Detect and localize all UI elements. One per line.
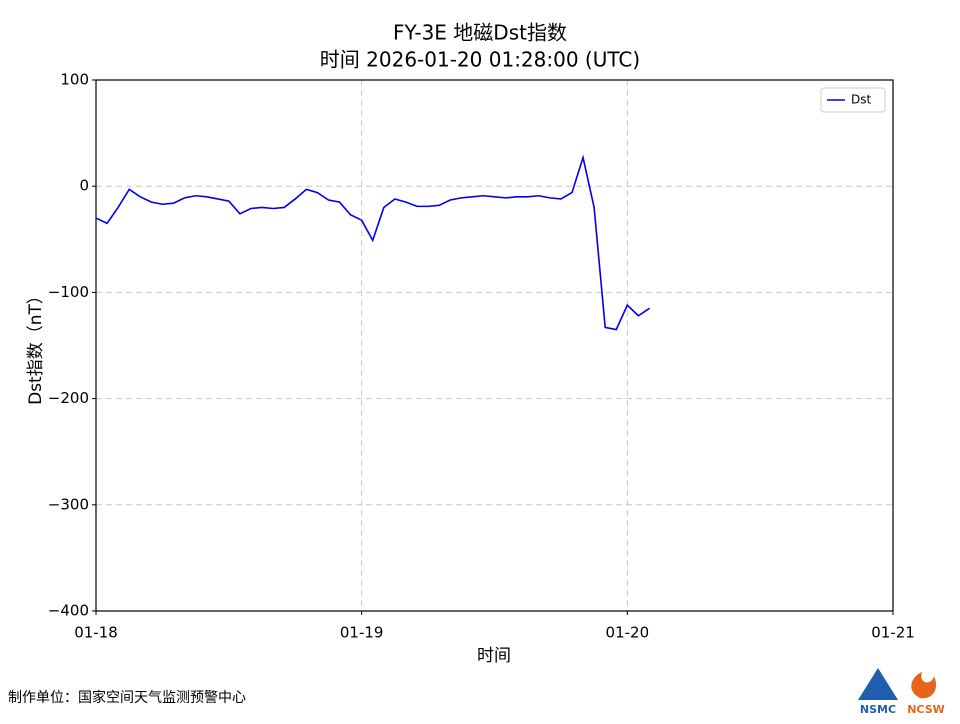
y-tick-label: −300 [48, 495, 89, 513]
footer-producer: 制作单位：国家空间天气监测预警中心 [8, 689, 246, 706]
nsmc-logo-text: NSMC [860, 703, 896, 716]
legend-box [820, 87, 886, 113]
legend-label: Dst [851, 93, 871, 107]
data-line [95, 154, 650, 331]
x-tick-label: 01-20 [606, 624, 650, 642]
chart-subtitle: 时间 2026-01-20 01:28:00 (UTC) [320, 48, 640, 72]
ncsw-logo-text: NCSW [907, 703, 945, 716]
y-tick-label: 0 [79, 177, 89, 195]
y-tick-label: 100 [60, 71, 89, 89]
nsmc-logo-icon [858, 668, 898, 700]
plot-frame [95, 79, 894, 612]
y-tick-label: −100 [48, 283, 89, 301]
x-tick-label: 01-18 [74, 624, 118, 642]
x-axis-label: 时间 [477, 646, 511, 666]
chart-title: FY-3E 地磁Dst指数 [393, 21, 567, 45]
ncsw-logo-icon [911, 672, 937, 699]
y-axis-label: Dst指数（nT） [26, 287, 46, 405]
y-tick-label: −400 [48, 602, 89, 620]
x-tick-label: 01-21 [871, 624, 915, 642]
x-tick-label: 01-19 [340, 624, 384, 642]
y-tick-label: −200 [48, 389, 89, 407]
